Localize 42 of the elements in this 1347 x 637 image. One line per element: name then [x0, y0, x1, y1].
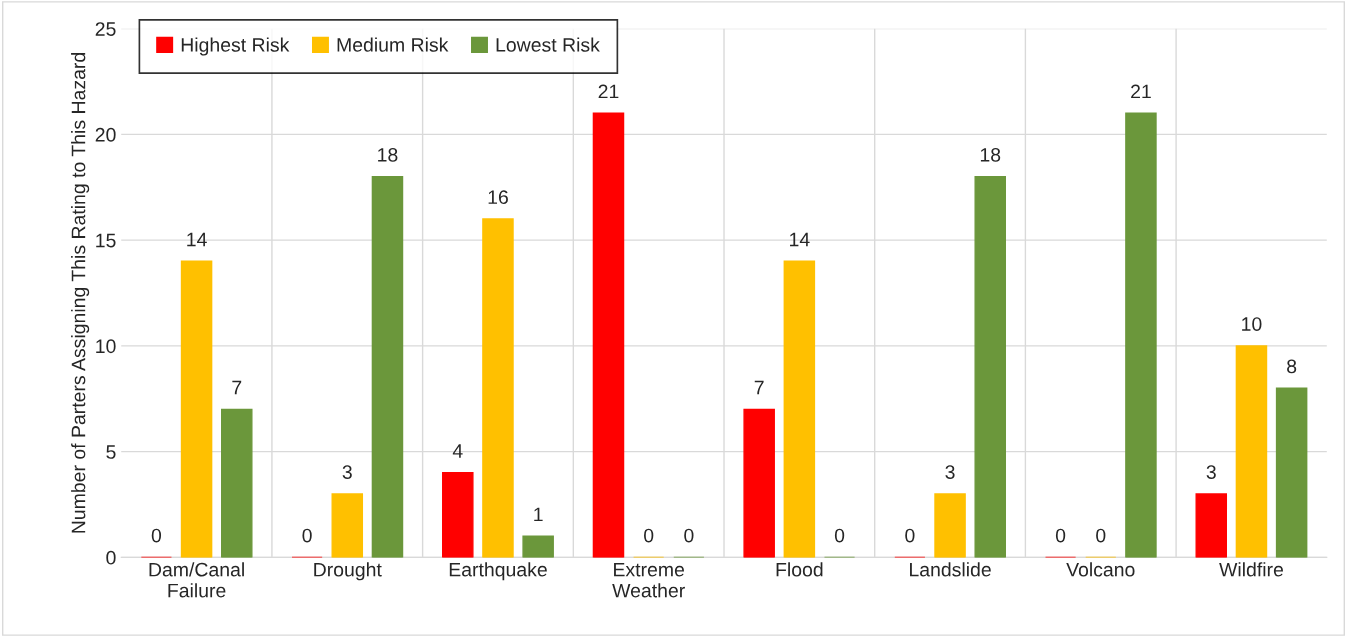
x-tick-label: Volcano	[1066, 562, 1135, 577]
legend-label: Lowest Risk	[496, 37, 600, 52]
legend-label: Medium Risk	[337, 37, 449, 52]
data-label: 0	[644, 528, 654, 543]
x-tick-label: Extreme Weather	[612, 562, 685, 598]
data-label: 1	[534, 507, 543, 522]
data-label: 10	[1242, 317, 1262, 331]
y-tick-label: 10	[96, 339, 116, 354]
data-label: 0	[834, 528, 845, 543]
x-tick-label: Drought	[314, 562, 382, 581]
legend-label: Highest Risk	[181, 37, 290, 56]
data-label: 0	[302, 528, 312, 543]
data-label: 21	[1131, 84, 1151, 99]
data-label: 4	[452, 444, 463, 458]
data-label: 18	[980, 147, 1001, 162]
data-label: 3	[1206, 465, 1216, 479]
data-label: 0	[905, 528, 915, 543]
x-tick-label: Earthquake	[449, 562, 547, 581]
data-label: 14	[187, 232, 207, 247]
data-label: 0	[684, 528, 694, 543]
x-tick-label: Flood	[776, 562, 823, 577]
data-label: 0	[1055, 528, 1066, 543]
x-tick-label: Wildfire	[1219, 562, 1283, 577]
data-label: 16	[488, 190, 508, 205]
data-label: 0	[1096, 528, 1106, 543]
data-label: 0	[151, 528, 162, 543]
y-tick-label: 20	[95, 127, 116, 142]
y-tick-label: 0	[106, 550, 116, 565]
data-label: 7	[754, 380, 764, 395]
y-axis-title: Number of Parters Assigning This Rating to This Hazard	[71, 53, 90, 533]
y-tick-label: 25	[95, 22, 116, 36]
data-label: 14	[790, 232, 810, 247]
data-label: 3	[342, 465, 352, 479]
data-label: 7	[232, 380, 242, 395]
x-tick-label: Dam/Canal Failure	[149, 562, 244, 598]
y-tick-label: 15	[96, 233, 116, 248]
y-tick-label: 5	[106, 445, 116, 459]
data-label: 21	[598, 84, 619, 99]
data-label: 8	[1287, 359, 1297, 374]
data-label: 18	[378, 147, 398, 162]
x-tick-label: Landslide	[910, 562, 991, 577]
data-label: 3	[945, 465, 955, 479]
